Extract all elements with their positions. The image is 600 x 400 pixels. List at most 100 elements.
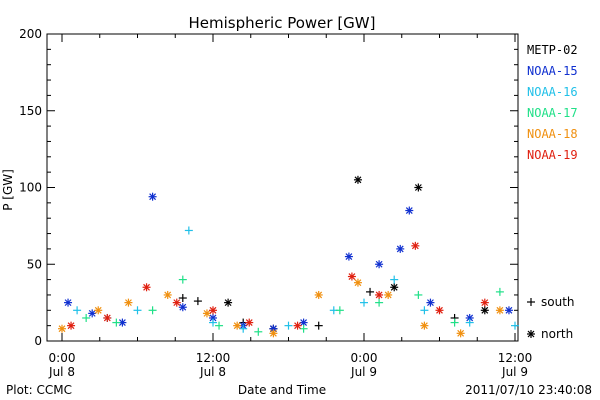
point-metp-02-north	[224, 298, 233, 307]
point-noaa-19-north	[67, 321, 76, 330]
point-noaa-16-south	[184, 226, 193, 235]
x-tick-label-date: Jul 8	[199, 365, 226, 379]
point-noaa-17-south	[254, 327, 263, 336]
symbol-key: south north	[527, 295, 575, 341]
point-noaa-17-south	[450, 318, 459, 327]
legend-entry: METP-02	[527, 43, 578, 57]
x-tick-label-time: 0:00	[49, 351, 76, 365]
point-metp-02-north	[480, 306, 489, 315]
point-noaa-19-north	[293, 321, 302, 330]
point-noaa-19-north	[347, 272, 356, 281]
point-noaa-18-north	[94, 306, 103, 315]
point-noaa-18-north	[314, 290, 323, 299]
point-noaa-18-north	[384, 290, 393, 299]
point-noaa-19-north	[172, 298, 181, 307]
legend: METP-02 NOAA-15 NOAA-16 NOAA-17 NOAA-18 NOAA-…	[527, 43, 578, 162]
point-noaa-18-north	[202, 309, 211, 318]
point-noaa-15-north	[426, 298, 435, 307]
point-metp-02-north	[353, 175, 362, 184]
point-noaa-15-north	[88, 309, 97, 318]
point-noaa-19-north	[411, 241, 420, 250]
point-noaa-17-south	[299, 324, 308, 333]
point-metp-02-north	[414, 183, 423, 192]
point-metp-02-south	[314, 321, 323, 330]
x-axis-label: Date and Time	[238, 383, 326, 397]
point-noaa-17-south	[178, 275, 187, 284]
y-tick-label: 100	[19, 181, 42, 195]
point-noaa-17-south	[148, 306, 157, 315]
point-noaa-17-south	[215, 321, 224, 330]
y-tick-label: 150	[19, 104, 42, 118]
x-tick-label-date: Jul 9	[501, 365, 528, 379]
point-noaa-15-north	[344, 252, 353, 261]
legend-entry: NOAA-15	[527, 64, 578, 78]
point-noaa-18-north	[456, 329, 465, 338]
point-metp-02-north	[390, 283, 399, 292]
point-noaa-17-south	[495, 287, 504, 296]
plot-frame	[46, 33, 519, 342]
point-noaa-17-south	[82, 313, 91, 322]
point-noaa-17-south	[335, 306, 344, 315]
point-noaa-15-north	[504, 306, 513, 315]
point-noaa-15-north	[178, 303, 187, 312]
point-noaa-18-north	[124, 298, 133, 307]
point-metp-02-south	[178, 294, 187, 303]
legend-entry: NOAA-16	[527, 85, 578, 99]
point-noaa-17-south	[414, 290, 423, 299]
point-noaa-16-south	[284, 321, 293, 330]
point-metp-02-south	[366, 287, 375, 296]
point-noaa-19-north	[142, 283, 151, 292]
point-noaa-16-south	[73, 306, 82, 315]
x-tick-label-time: 12:00	[498, 351, 533, 365]
legend-entry: NOAA-18	[527, 127, 578, 141]
point-metp-02-south	[193, 297, 202, 306]
point-noaa-15-north	[64, 298, 73, 307]
footer-credit: Plot: CCMC	[6, 383, 72, 397]
y-tick-label: 50	[27, 257, 42, 271]
point-noaa-16-south	[465, 318, 474, 327]
legend-entry: NOAA-19	[527, 148, 578, 162]
point-noaa-16-south	[360, 298, 368, 307]
point-noaa-17-south	[112, 318, 121, 327]
x-tick-label-date: Jul 9	[350, 365, 377, 379]
legend-entry: NOAA-17	[527, 106, 578, 120]
y-axis-label: P [GW]	[1, 169, 15, 211]
point-noaa-19-north	[103, 313, 112, 322]
point-noaa-18-north	[353, 278, 362, 287]
point-noaa-18-north	[233, 321, 242, 330]
point-noaa-18-north	[495, 306, 504, 315]
symbol-key-marker-south	[527, 298, 535, 306]
symbol-key-label: north	[541, 327, 573, 341]
point-noaa-18-north	[58, 324, 66, 333]
point-noaa-15-north	[405, 206, 414, 215]
point-noaa-19-north	[375, 290, 384, 299]
footer-timestamp: 2011/07/10 23:40:08	[465, 383, 592, 397]
point-noaa-16-south	[239, 324, 248, 333]
x-tick-label-time: 12:00	[196, 351, 231, 365]
point-noaa-19-north	[435, 306, 444, 315]
y-tick-label: 0	[34, 334, 42, 348]
point-noaa-19-north	[480, 298, 489, 307]
x-tick-label-date: Jul 8	[48, 365, 75, 379]
symbol-key-marker-north	[527, 330, 535, 338]
point-noaa-16-south	[390, 275, 399, 284]
point-noaa-17-south	[375, 298, 384, 307]
point-noaa-16-south	[209, 318, 217, 327]
point-noaa-19-north	[209, 306, 217, 315]
y-tick-label: 200	[19, 27, 42, 41]
point-noaa-16-south	[511, 321, 519, 330]
data-points	[58, 175, 519, 338]
point-noaa-16-south	[420, 306, 429, 315]
x-tick-label-time: 0:00	[351, 351, 378, 365]
point-noaa-18-north	[163, 290, 172, 299]
point-noaa-15-north	[148, 192, 157, 201]
point-noaa-15-north	[396, 244, 405, 253]
point-noaa-19-north	[245, 318, 254, 327]
point-noaa-15-north	[375, 260, 384, 269]
point-noaa-18-north	[420, 321, 429, 330]
chart-title: Hemispheric Power [GW]	[189, 14, 376, 32]
point-noaa-18-north	[269, 329, 278, 338]
point-noaa-16-south	[133, 306, 142, 315]
